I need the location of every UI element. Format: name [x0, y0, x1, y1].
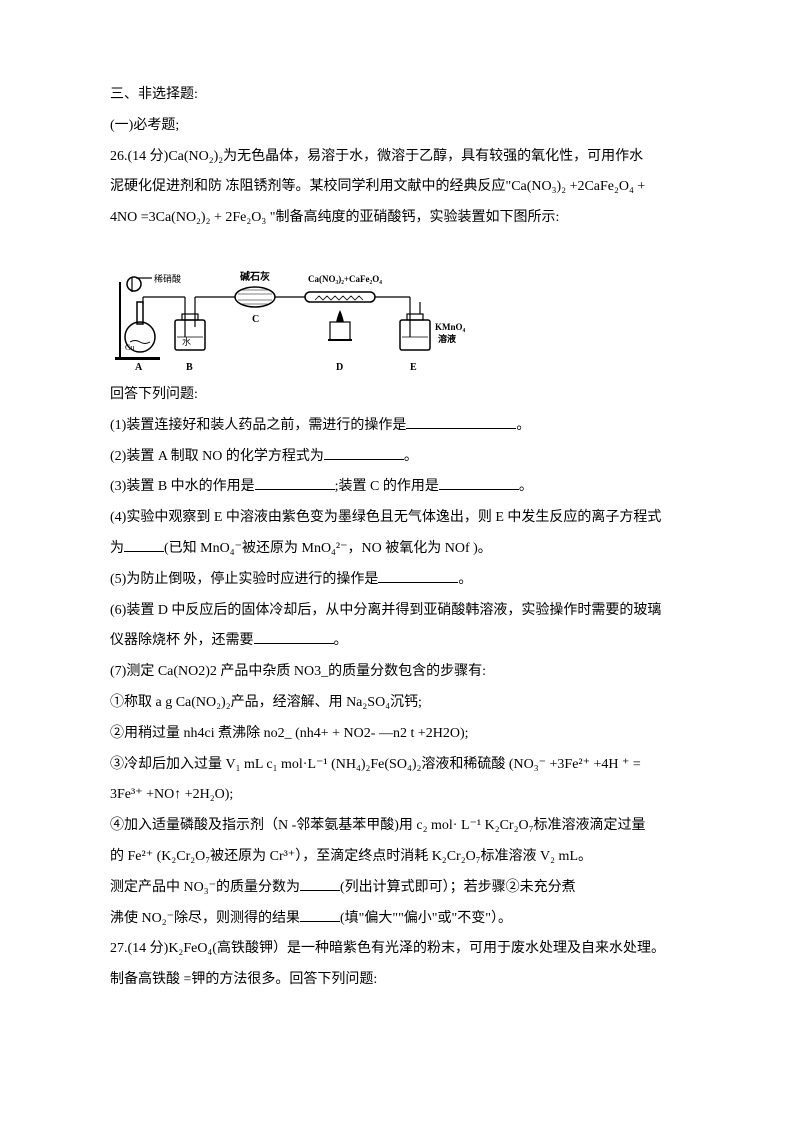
period: 。 [458, 572, 472, 587]
q26-7-r2b: (填"偏大""偏小"或"不变"）。 [340, 911, 512, 926]
q26-4-2a: 为 [110, 541, 124, 556]
q26-7-1: ①称取 a g Ca(NO₂)₂产品，经溶解、用 Na₂SO₄沉钙; [110, 688, 690, 719]
period: 。 [334, 633, 348, 648]
blank [254, 630, 334, 644]
label-soda-lime: 碱石灰 [240, 270, 270, 283]
blank [300, 908, 340, 922]
q26-3a: (3)装置 B 中水的作用是 [110, 479, 255, 494]
label-kmno4: KMnO₄ [435, 322, 466, 332]
q26-7-4b: 的 Fe²⁺ (K₂Cr₂O₇被还原为 Cr³⁺），至滴定终点时消耗 K₂Cr₂… [110, 842, 690, 873]
q26-7-r2a: 沸使 NO₂⁻除尽，则测得的结果 [110, 911, 300, 926]
q26-header-2: 泥硬化促进剂和防 冻阻锈剂等。某校同学利用文献中的经典反应"Ca(NO₃)₂ +… [110, 172, 690, 203]
q26-4-1: (4)实验中观察到 E 中溶液由紫色变为墨绿色且无气体逸出，则 E 中发生反应的… [110, 503, 690, 534]
q26-5a: (5)为防止倒吸，停止实验时应进行的操作是 [110, 572, 378, 587]
label-solution: 溶液 [438, 333, 457, 344]
section-title: 三、非选择题: [110, 80, 690, 111]
blank [255, 476, 335, 490]
q26-7-r1: 测定产品中 NO₃⁻的质量分数为 (列出计算式即可）；若步骤②未充分煮 [110, 873, 690, 904]
label-c: C [252, 314, 259, 325]
q26-7-2: ②用稍过量 nh4ci 煮沸除 no2_ (nh4+ + NO2- —n2 t … [110, 719, 690, 750]
subsection-title: (一)必考题; [110, 111, 690, 142]
q26-header-3: 4NO =3Ca(NO₂)₂ + 2Fe₂O₃ "制备高纯度的亚硝酸钙，实验装置… [110, 203, 690, 234]
q26-intro: 回答下列问题: [110, 380, 690, 411]
q26-6-2a: 仪器除烧杯 外，还需要 [110, 633, 254, 648]
q26-header-1: 26.(14 分)Ca(NO₂)₂为无色晶体，易溶于水，微溶于乙醇，具有较强的氧… [110, 142, 690, 173]
q26-7-r1b: (列出计算式即可）；若步骤②未充分煮 [340, 880, 576, 895]
q27-2: 制备高铁酸 =钾的方法很多。回答下列问题: [110, 965, 690, 996]
blank [124, 538, 164, 552]
q26-7-r2: 沸使 NO₂⁻除尽，则测得的结果 (填"偏大""偏小"或"不变"）。 [110, 904, 690, 935]
label-d-reagent: Ca(NO₃)₂+CaFe₂O₄ [308, 274, 382, 284]
period: 。 [519, 479, 533, 494]
q26-5: (5)为防止倒吸，停止实验时应进行的操作是 。 [110, 565, 690, 596]
q26-7-3b: 3Fe³⁺ +NO↑ +2H₂O); [110, 780, 690, 811]
label-dilute-nitric: 稀硝酸 [154, 273, 181, 284]
apparatus-diagram: 稀硝酸 Cu A 水 B 碱石灰 C Ca(NO₃)₂+CaFe₂O₄ D KM… [110, 242, 490, 372]
q26-1: (1)装置连接好和装人药品之前，需进行的操作是 。 [110, 411, 690, 442]
blank [406, 415, 516, 429]
label-cu: Cu [125, 343, 134, 352]
blank [324, 446, 404, 460]
q27-1: 27.(14 分)K₂FeO₄(高铁酸钾）是一种暗紫色有光泽的粉末，可用于废水处… [110, 934, 690, 965]
q26-6-1: (6)装置 D 中反应后的固体冷却后，从中分离并得到亚硝酸韩溶液，实验操作时需要… [110, 596, 690, 627]
q26-4-2b: (已知 MnO₄⁻被还原为 MnO₄²⁻，NO 被氧化为 NOf )。 [164, 541, 492, 556]
q26-4-2: 为 (已知 MnO₄⁻被还原为 MnO₄²⁻，NO 被氧化为 NOf )。 [110, 534, 690, 565]
label-b: B [186, 362, 193, 372]
q26-3: (3)装置 B 中水的作用是 ;装置 C 的作用是 。 [110, 472, 690, 503]
label-water: 水 [182, 336, 191, 347]
period: 。 [516, 418, 530, 433]
label-d: D [336, 362, 343, 372]
q26-1-text: (1)装置连接好和装人药品之前，需进行的操作是 [110, 418, 406, 433]
blank [300, 877, 340, 891]
q26-2-text: (2)装置 A 制取 NO 的化学方程式为 [110, 449, 324, 464]
q26-7-3a: ③冷却后加入过量 V₁ mL c₁ mol·L⁻¹ (NH₄)₂Fe(SO₄)₂… [110, 750, 690, 781]
blank [378, 569, 458, 583]
label-a: A [135, 362, 143, 372]
q26-3b: ;装置 C 的作用是 [335, 479, 439, 494]
q26-6-2: 仪器除烧杯 外，还需要 。 [110, 626, 690, 657]
q26-2: (2)装置 A 制取 NO 的化学方程式为 。 [110, 442, 690, 473]
period: 。 [404, 449, 418, 464]
q26-7-4a: ④加入适量磷酸及指示剂（N -邻苯氨基苯甲酸)用 c₂ mol· L⁻¹ K₂C… [110, 811, 690, 842]
q26-7-r1a: 测定产品中 NO₃⁻的质量分数为 [110, 880, 300, 895]
blank [439, 476, 519, 490]
q26-7-h: (7)测定 Ca(NO2)2 产品中杂质 NO3_的质量分数包含的步骤有: [110, 657, 690, 688]
label-e: E [410, 362, 417, 372]
